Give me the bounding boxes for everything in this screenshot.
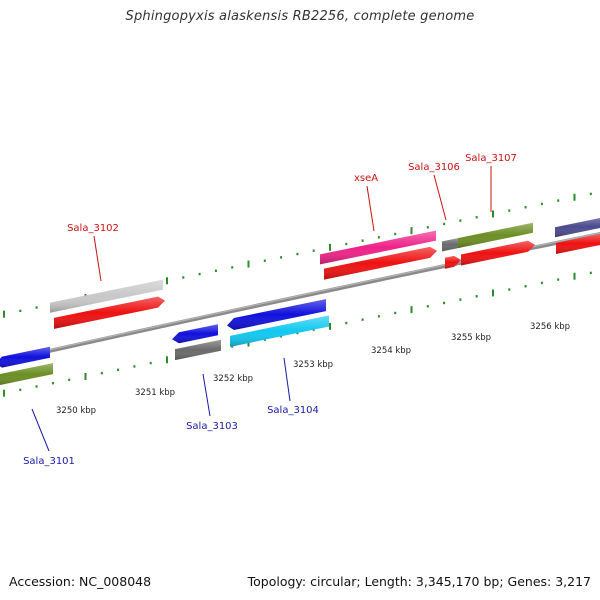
gene-xseA-cds-shade (324, 246, 437, 280)
ruler-label: 3251 kbp (135, 388, 175, 398)
ruler-label: 3254 kbp (371, 346, 411, 356)
gene-track (0, 218, 600, 385)
label-Sala_3104: Sala_3104 (267, 405, 319, 416)
ruler-label: 3250 kbp (56, 406, 96, 416)
gene-Sala_3107-cds-shade (461, 240, 535, 266)
gene-Sala_3104-cds-shade (227, 299, 326, 331)
label-xseA: xseA (354, 173, 378, 184)
ruler-label: 3255 kbp (451, 333, 491, 343)
ruler-label: 3256 kbp (530, 322, 570, 332)
map-title: Sphingopyxis alaskensis RB2256, complete… (125, 9, 475, 24)
leader-Sala_3103 (202, 373, 211, 417)
leader-xseA (366, 185, 375, 232)
gene-Sala_3104-box-shade (230, 315, 329, 347)
label-Sala_3107: Sala_3107 (465, 153, 517, 164)
leader-Sala_3101 (31, 408, 50, 452)
gene-Sala_3101-cds-shade (0, 346, 50, 368)
label-leaders (31, 166, 492, 452)
gene-Sala_3103-cds-shade (172, 324, 218, 344)
ruler-label: 3252 kbp (213, 374, 253, 384)
label-Sala_3106: Sala_3106 (408, 162, 460, 173)
leader-Sala_3102 (93, 235, 102, 282)
gene-next-box-shade (555, 218, 600, 238)
label-Sala_3101: Sala_3101 (23, 456, 75, 467)
label-Sala_3102: Sala_3102 (67, 223, 119, 234)
label-Sala_3103: Sala_3103 (186, 421, 238, 432)
gene-next-cds-shade (556, 234, 600, 255)
leader-Sala_3104 (283, 357, 291, 402)
gene-Sala_3102-box-shade (50, 279, 163, 313)
accession-text: Accession: NC_008048 (9, 574, 152, 589)
ruler-label: 3253 kbp (293, 360, 333, 370)
gene-Sala_3103-box-shade (175, 339, 221, 361)
gene-Sala_3106-box-shade (442, 237, 460, 252)
gene-Sala_3101-box-shade (0, 363, 53, 385)
tick-marks: 3250 kbp 3251 kbp 3252 kbp 3253 kbp 3254 kbp… (3, 192, 592, 416)
genome-info-text: Topology: circular; Length: 3,345,170 bp… (247, 574, 591, 589)
gene-Sala_3102-cds-shade (54, 296, 165, 329)
gene-xseA-box-shade (320, 230, 436, 265)
gene-Sala_3107-box-shade (458, 222, 533, 249)
leader-Sala_3106 (433, 174, 447, 221)
gene-Sala_3106-cds-shade (445, 255, 461, 269)
label-layer: Sala_3101 Sala_3102 Sala_3103 Sala_3104 xseA… (23, 153, 517, 467)
